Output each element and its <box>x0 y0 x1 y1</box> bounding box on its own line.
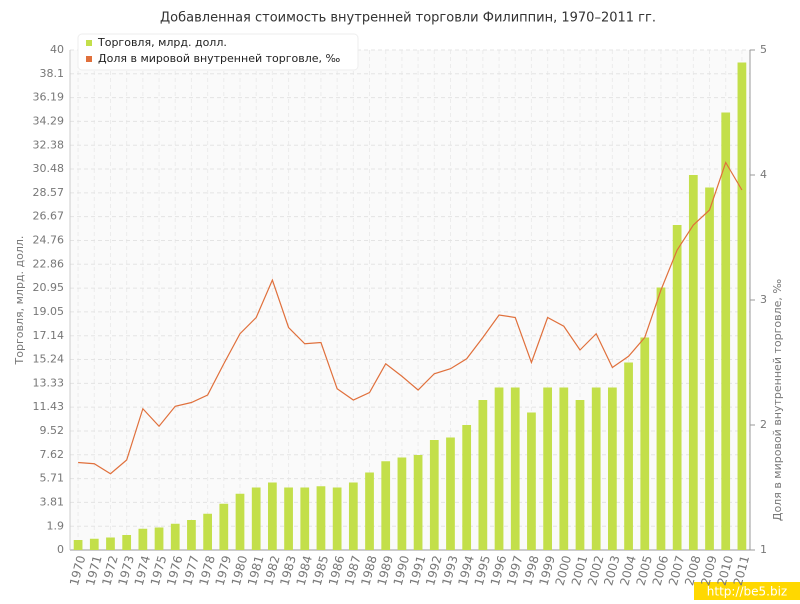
y-tick-label: 38.1 <box>40 67 65 80</box>
y-tick-label: 26.67 <box>33 210 65 223</box>
y-tick-label: 5.71 <box>40 472 65 485</box>
y-tick-label: 15.24 <box>33 353 65 366</box>
bar <box>187 520 196 550</box>
bar <box>543 387 552 550</box>
y-tick-label: 3.81 <box>40 495 65 508</box>
watermark-bg <box>694 582 800 600</box>
bar <box>737 62 747 550</box>
bar <box>446 437 455 550</box>
y-tick-label: 17.14 <box>33 329 65 342</box>
y-tick-label: 19.05 <box>33 305 65 318</box>
bar <box>672 225 682 550</box>
bar <box>591 387 601 550</box>
y-tick-label: 1.9 <box>47 519 65 532</box>
bar <box>106 537 115 550</box>
y-tick-label: 24.76 <box>33 234 65 247</box>
bar <box>478 400 488 550</box>
bar <box>251 487 261 550</box>
bar <box>640 337 650 550</box>
y-axis-label: Торговля, млрд. долл. <box>13 236 26 366</box>
bar <box>365 472 374 550</box>
bar <box>300 487 310 550</box>
bar <box>494 387 504 550</box>
y-tick-label: 11.43 <box>33 400 65 413</box>
bar <box>381 461 391 550</box>
y-tick-label: 28.57 <box>33 186 65 199</box>
y-tick-label: 0 <box>57 543 64 556</box>
y-tick-label: 34.29 <box>33 114 65 127</box>
bar <box>705 187 714 550</box>
bar <box>89 538 99 550</box>
y-tick-label: 32.38 <box>33 138 65 151</box>
bar <box>170 523 180 550</box>
y-tick-label: 30.48 <box>33 162 65 175</box>
bar <box>688 175 698 550</box>
bar <box>284 487 293 550</box>
y2-tick-label: 5 <box>760 43 767 56</box>
bar <box>413 455 423 550</box>
bar <box>268 482 277 550</box>
y2-axis-label: Доля в мировой внутренней торговле, ‰ <box>771 279 784 522</box>
plot-area <box>70 50 750 550</box>
y2-tick-label: 3 <box>760 293 767 306</box>
bar <box>332 487 342 550</box>
bar <box>138 528 148 550</box>
bar <box>316 486 326 550</box>
bar <box>608 387 617 550</box>
bar <box>348 482 358 550</box>
watermark: http://be5.biz <box>707 585 787 599</box>
y-tick-label: 9.52 <box>40 424 65 437</box>
bar <box>559 387 569 550</box>
bar <box>429 440 439 550</box>
legend-swatch <box>86 56 92 62</box>
bar <box>721 112 731 550</box>
bar <box>219 503 229 550</box>
bar <box>575 400 585 550</box>
bar <box>527 412 536 550</box>
bar <box>462 425 472 550</box>
bar <box>624 362 633 550</box>
legend-box <box>77 33 359 71</box>
legend-label: Торговля, млрд. долл. <box>97 36 227 49</box>
bar <box>235 493 245 550</box>
bar <box>510 387 520 550</box>
bar <box>154 527 164 550</box>
bar <box>122 535 132 550</box>
y2-tick-label: 4 <box>760 168 767 181</box>
bar <box>203 513 212 550</box>
y-tick-label: 7.62 <box>40 448 65 461</box>
chart-title: Добавленная стоимость внутренней торговл… <box>160 11 656 26</box>
y-tick-label: 20.95 <box>33 281 65 294</box>
legend-label: Доля в мировой внутренней торговле, ‰ <box>98 52 341 65</box>
y2-tick-label: 1 <box>760 543 767 556</box>
line <box>78 161 743 475</box>
legend-swatch <box>86 40 92 46</box>
y-tick-label: 40 <box>50 43 64 56</box>
bar <box>397 457 407 550</box>
y-tick-label: 13.33 <box>33 376 65 389</box>
y2-tick-label: 2 <box>760 418 767 431</box>
y-tick-label: 36.19 <box>33 91 65 104</box>
bar <box>73 540 83 550</box>
y-tick-label: 22.86 <box>33 257 65 270</box>
bar <box>656 287 666 550</box>
